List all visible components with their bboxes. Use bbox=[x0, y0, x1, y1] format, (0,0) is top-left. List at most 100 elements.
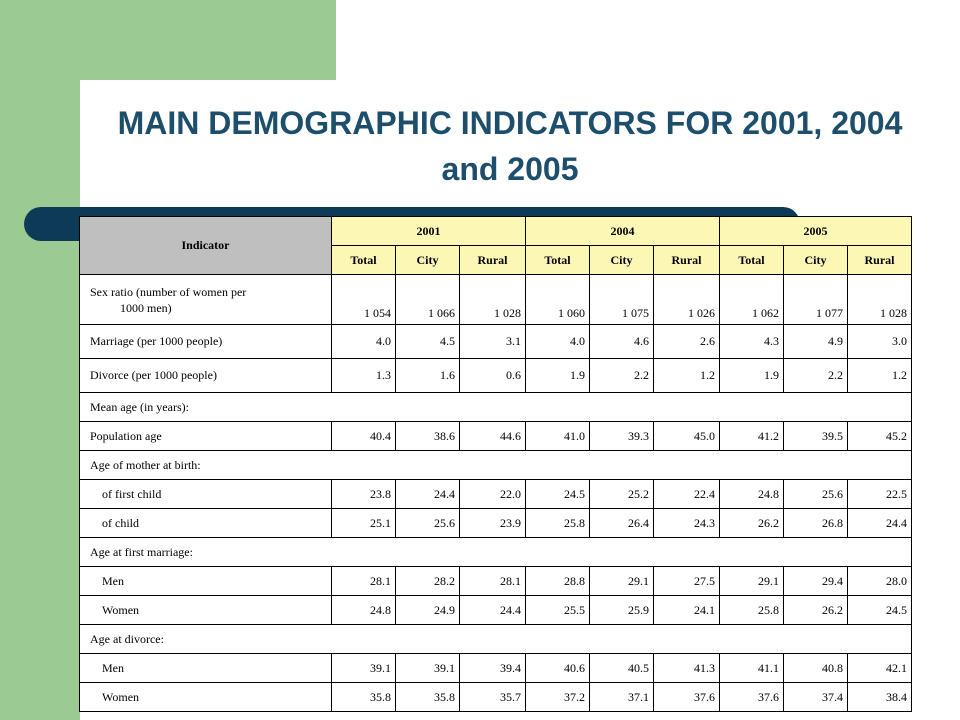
table-body: Sex ratio (number of women per 1000 men) 1… bbox=[79, 274, 912, 712]
value-cell: 24.1 bbox=[653, 595, 720, 625]
year-header-2004: 2004 bbox=[525, 216, 720, 246]
table-row: Women 35.8 35.8 35.7 37.2 37.1 37.6 37.6 37.4 38.… bbox=[79, 682, 912, 712]
row-label: Sex ratio (number of women per 1000 men) bbox=[79, 274, 332, 325]
row-label: Population age bbox=[79, 421, 332, 451]
table-row: Marriage (per 1000 people) 4.0 4.5 3.1 4.0 4.… bbox=[79, 324, 912, 359]
table-row: Men 28.1 28.2 28.1 28.8 29.1 27.5 29.1 29.4 28.0 bbox=[79, 566, 912, 596]
value-cell: 25.2 bbox=[589, 479, 654, 509]
section-row: Mean age (in years): bbox=[79, 392, 912, 422]
subheader-rural: Rural bbox=[459, 245, 526, 275]
value-cell: 4.3 bbox=[719, 324, 784, 359]
value-cell: 40.4 bbox=[331, 421, 396, 451]
value-cell: 39.4 bbox=[459, 653, 526, 683]
table-row: Men 39.1 39.1 39.4 40.6 40.5 41.3 41.1 40.8 42.1 bbox=[79, 653, 912, 683]
value-cell: 1.2 bbox=[653, 358, 720, 393]
value-cell: 39.5 bbox=[783, 421, 848, 451]
section-label: Age at first marriage: bbox=[79, 537, 912, 567]
value-cell: 39.1 bbox=[395, 653, 460, 683]
value-cell: 45.2 bbox=[847, 421, 912, 451]
subheader-total: Total bbox=[525, 245, 590, 275]
value-cell: 28.0 bbox=[847, 566, 912, 596]
value-cell: 22.0 bbox=[459, 479, 526, 509]
value-cell: 42.1 bbox=[847, 653, 912, 683]
value-cell: 44.6 bbox=[459, 421, 526, 451]
demographics-table: Indicator 2001 2004 2005 Total City Rura… bbox=[79, 216, 912, 712]
value-cell: 45.0 bbox=[653, 421, 720, 451]
value-cell: 27.5 bbox=[653, 566, 720, 596]
value-cell: 1 028 bbox=[459, 274, 526, 325]
table-row: Divorce (per 1000 people) 1.3 1.6 0.6 1.9 2.2… bbox=[79, 358, 912, 393]
row-label-line2: 1000 men) bbox=[120, 300, 172, 315]
value-cell: 29.1 bbox=[719, 566, 784, 596]
value-cell: 35.8 bbox=[395, 682, 460, 712]
value-cell: 41.0 bbox=[525, 421, 590, 451]
value-cell: 28.1 bbox=[331, 566, 396, 596]
value-cell: 28.2 bbox=[395, 566, 460, 596]
value-cell: 38.6 bbox=[395, 421, 460, 451]
value-cell: 26.4 bbox=[589, 508, 654, 538]
left-green-bar bbox=[0, 0, 80, 720]
value-cell: 1.2 bbox=[847, 358, 912, 393]
value-cell: 2.2 bbox=[783, 358, 848, 393]
table-row: Women 24.8 24.9 24.4 25.5 25.9 24.1 25.8 26.2 24.… bbox=[79, 595, 912, 625]
row-label: Women bbox=[79, 682, 332, 712]
value-cell: 1 066 bbox=[395, 274, 460, 325]
value-cell: 4.0 bbox=[331, 324, 396, 359]
value-cell: 35.7 bbox=[459, 682, 526, 712]
value-cell: 24.5 bbox=[847, 595, 912, 625]
value-cell: 24.4 bbox=[395, 479, 460, 509]
value-cell: 4.0 bbox=[525, 324, 590, 359]
value-cell: 23.8 bbox=[331, 479, 396, 509]
value-cell: 1.6 bbox=[395, 358, 460, 393]
value-cell: 1 026 bbox=[653, 274, 720, 325]
value-cell: 39.1 bbox=[331, 653, 396, 683]
value-cell: 24.3 bbox=[653, 508, 720, 538]
section-label: Age at divorce: bbox=[79, 624, 912, 654]
value-cell: 1 075 bbox=[589, 274, 654, 325]
subheader-total: Total bbox=[719, 245, 784, 275]
value-cell: 39.3 bbox=[589, 421, 654, 451]
table-row: of child 25.1 25.6 23.9 25.8 26.4 24.3 26.2 26.8… bbox=[79, 508, 912, 538]
value-cell: 37.2 bbox=[525, 682, 590, 712]
year-header-2001: 2001 bbox=[331, 216, 526, 246]
value-cell: 25.9 bbox=[589, 595, 654, 625]
table-row: Sex ratio (number of women per 1000 men) 1… bbox=[79, 274, 912, 325]
value-cell: 1.9 bbox=[525, 358, 590, 393]
value-cell: 25.8 bbox=[719, 595, 784, 625]
value-cell: 1.3 bbox=[331, 358, 396, 393]
value-cell: 28.8 bbox=[525, 566, 590, 596]
subheader-rural: Rural bbox=[847, 245, 912, 275]
value-cell: 37.4 bbox=[783, 682, 848, 712]
value-cell: 26.8 bbox=[783, 508, 848, 538]
value-cell: 40.6 bbox=[525, 653, 590, 683]
subheader-row: Total City Rural Total City Rural Total … bbox=[80, 245, 912, 275]
subheader-city: City bbox=[589, 245, 654, 275]
value-cell: 1 060 bbox=[525, 274, 590, 325]
value-cell: 40.5 bbox=[589, 653, 654, 683]
value-cell: 24.5 bbox=[525, 479, 590, 509]
table-row: of first child 23.8 24.4 22.0 24.5 25.2 22.4 24… bbox=[79, 479, 912, 509]
value-cell: 41.2 bbox=[719, 421, 784, 451]
table-row: Population age 40.4 38.6 44.6 41.0 39.3 45.0 41… bbox=[79, 421, 912, 451]
value-cell: 29.1 bbox=[589, 566, 654, 596]
value-cell: 4.9 bbox=[783, 324, 848, 359]
value-cell: 4.5 bbox=[395, 324, 460, 359]
section-row: Age at first marriage: bbox=[79, 537, 912, 567]
top-green-tab bbox=[80, 0, 336, 80]
value-cell: 35.8 bbox=[331, 682, 396, 712]
value-cell: 26.2 bbox=[783, 595, 848, 625]
value-cell: 1 062 bbox=[719, 274, 784, 325]
value-cell: 40.8 bbox=[783, 653, 848, 683]
value-cell: 25.5 bbox=[525, 595, 590, 625]
value-cell: 1 077 bbox=[783, 274, 848, 325]
value-cell: 25.8 bbox=[525, 508, 590, 538]
value-cell: 0.6 bbox=[459, 358, 526, 393]
value-cell: 38.4 bbox=[847, 682, 912, 712]
value-cell: 24.8 bbox=[331, 595, 396, 625]
row-label: Men bbox=[79, 653, 332, 683]
section-label: Age of mother at birth: bbox=[79, 450, 912, 480]
value-cell: 25.6 bbox=[783, 479, 848, 509]
value-cell: 1 028 bbox=[847, 274, 912, 325]
year-header-2005: 2005 bbox=[719, 216, 912, 246]
value-cell: 41.1 bbox=[719, 653, 784, 683]
